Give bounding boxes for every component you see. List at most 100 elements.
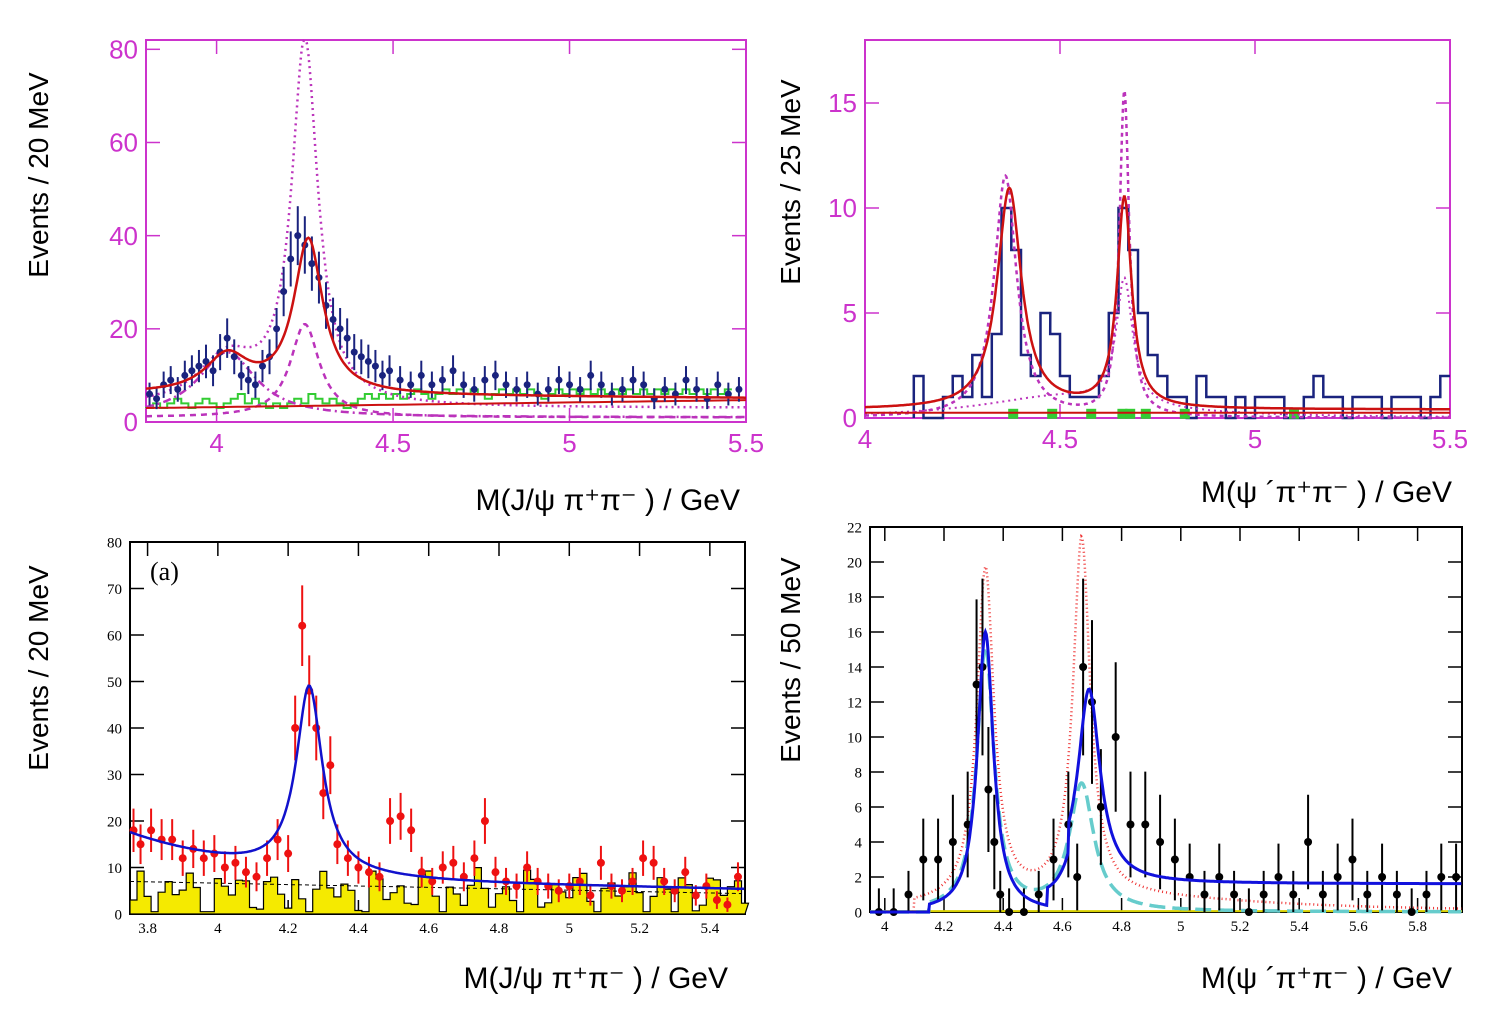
x-axis-label: M(J/ψ π⁺π⁻ ) / GeV: [464, 962, 728, 995]
y-tick-label: 10: [107, 861, 122, 877]
data-point: [972, 680, 981, 689]
x-tick-label: 3.8: [138, 921, 157, 937]
y-tick-label: 50: [107, 675, 122, 691]
data-point: [407, 381, 415, 389]
data-point: [1378, 873, 1387, 881]
data-point: [1363, 890, 1372, 899]
data-point: [1392, 890, 1401, 899]
total-fit-curve: [865, 186, 1450, 411]
data-point: [491, 868, 500, 877]
y-axis-label: Events / 25 MeV: [775, 79, 806, 285]
x-tick-label: 5.2: [630, 921, 649, 937]
data-point: [273, 835, 282, 844]
panel-top-left: 4 4.5 5 5.5 0 20 40 60 80 Events / 20 MeV M(J/ψ π⁺…: [23, 34, 764, 517]
data-point: [153, 395, 161, 403]
y-tick-label: 20: [107, 814, 122, 830]
data-point: [237, 371, 245, 379]
data-point: [147, 826, 156, 835]
y-tick-label: 15: [828, 88, 857, 118]
x-tick-label: 4.8: [490, 921, 509, 937]
data-point: [691, 891, 700, 900]
x-tick-label: 5.2: [1231, 919, 1250, 935]
data-point: [209, 367, 217, 375]
data-point: [1200, 890, 1209, 899]
x-tick-label: 4.6: [419, 921, 438, 937]
data-point: [470, 854, 479, 863]
data-point: [168, 835, 177, 844]
data-point: [1437, 873, 1446, 881]
x-tick-label: 5.6: [1349, 919, 1368, 935]
data-point: [1019, 908, 1028, 916]
x-tick-label: 5: [566, 921, 574, 937]
x-axis-label: M(ψ ´π⁺π⁻ ) / GeV: [1201, 962, 1452, 995]
data-point: [343, 854, 352, 863]
data-point: [333, 840, 342, 849]
data-point: [220, 863, 229, 872]
data-point: [273, 325, 281, 333]
y-tick-label: 12: [847, 695, 862, 711]
data-point: [502, 381, 510, 389]
x-tick-label: 4.5: [375, 428, 411, 458]
data-point: [566, 381, 574, 389]
data-point: [223, 334, 231, 342]
x-tick-label: 4.2: [935, 919, 954, 935]
y-tick-label: 22: [847, 520, 862, 536]
data-point: [294, 232, 302, 240]
data-point: [984, 785, 993, 794]
dashed-component-curve: [146, 323, 746, 419]
data-point: [428, 877, 437, 886]
y-tick-label: 0: [855, 905, 863, 921]
data-point: [1452, 873, 1461, 881]
y-tick-label: 30: [107, 768, 122, 784]
data-point: [1034, 890, 1043, 899]
data-point: [904, 890, 913, 899]
data-point: [628, 877, 637, 886]
y-tick-label: 8: [855, 765, 863, 781]
data-point: [146, 390, 154, 398]
data-point: [934, 855, 943, 864]
data-point: [386, 817, 395, 825]
y-tick-label: 14: [847, 660, 863, 676]
data-point: [523, 863, 532, 872]
plot-frame: [864, 39, 1451, 419]
data-point: [512, 882, 521, 891]
x-tick-label: 4.2: [279, 921, 298, 937]
panel-top-right: 4 4.5 5 5.5 0 5 10 15 Events / 25 MeV M(ψ ´π⁺π⁻ )…: [775, 39, 1468, 509]
data-point: [1230, 890, 1239, 899]
data-point: [714, 381, 722, 389]
y-tick-label: 18: [847, 590, 862, 606]
data-point: [1348, 855, 1357, 864]
data-point: [280, 288, 288, 296]
data-point: [1126, 820, 1135, 829]
data-point: [1215, 873, 1224, 881]
data-point: [308, 260, 316, 268]
data-point: [449, 858, 458, 867]
data-point: [396, 376, 404, 384]
data-point: [167, 376, 175, 384]
y-tick-label: 40: [107, 721, 122, 737]
x-tick-label: 4.4: [349, 921, 368, 937]
y-tick-label: 4: [855, 835, 863, 851]
data-point: [470, 385, 478, 393]
data-point: [712, 896, 721, 905]
y-tick-label: 0: [115, 907, 123, 923]
data-point: [364, 868, 373, 877]
x-tick-label: 5.4: [700, 921, 719, 937]
data-point: [576, 385, 584, 393]
data-point: [319, 789, 328, 798]
y-axis-label: Events / 50 MeV: [775, 557, 806, 763]
data-point: [555, 376, 563, 384]
data-point: [481, 376, 489, 384]
y-tick-label: 80: [107, 535, 122, 551]
panel-annotation: (a): [150, 557, 179, 586]
data-point: [329, 316, 337, 324]
y-tick-label: 10: [828, 193, 857, 223]
data-point: [1422, 890, 1431, 899]
data-point: [386, 367, 394, 375]
data-point: [241, 868, 250, 877]
y-tick-label: 10: [847, 730, 862, 746]
data-point: [174, 385, 182, 393]
data-point: [375, 872, 384, 881]
data-point: [202, 357, 210, 365]
data-point: [195, 362, 203, 370]
